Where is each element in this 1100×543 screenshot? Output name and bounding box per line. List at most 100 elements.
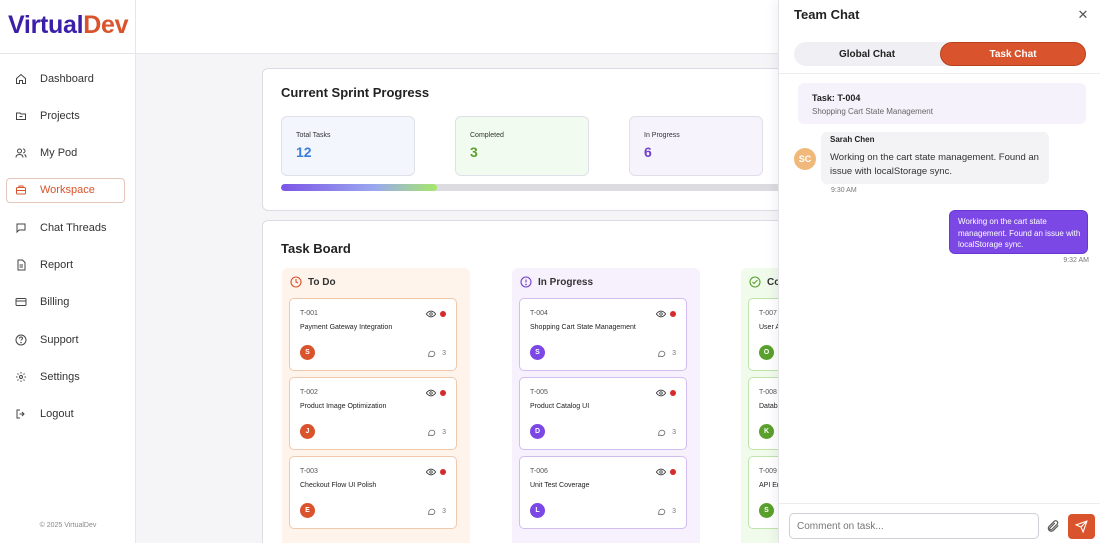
comment-count[interactable]: 3	[657, 349, 676, 358]
eye-icon[interactable]	[426, 389, 436, 397]
eye-icon[interactable]	[656, 389, 666, 397]
sidebar-item-support[interactable]: Support	[6, 327, 125, 352]
sidebar-item-label: Projects	[40, 109, 80, 122]
avatar: J	[300, 424, 315, 439]
briefcase-icon	[16, 185, 26, 195]
sidebar-item-billing[interactable]: Billing	[6, 290, 125, 315]
task-id: T-008	[759, 389, 777, 396]
comment-icon	[658, 350, 666, 357]
priority-dot	[440, 390, 446, 396]
sidebar-item-label: Dashboard	[40, 72, 94, 85]
comment-count[interactable]: 3	[427, 507, 446, 516]
comment-count-value: 3	[672, 350, 676, 357]
task-id: T-004	[530, 310, 548, 317]
tab-task-chat[interactable]: Task Chat	[940, 42, 1086, 66]
task-card[interactable]: T-006 Unit Test Coverage L 3	[519, 456, 687, 529]
home-icon	[16, 73, 26, 84]
comment-count[interactable]: 3	[657, 428, 676, 437]
column-header: To Do	[290, 276, 336, 288]
chat-tabs: Global Chat Task Chat	[794, 42, 1086, 66]
logout-label: Logout	[40, 408, 74, 421]
column-in-progress: In Progress T-004 Shopping Cart State Ma…	[512, 268, 700, 543]
priority-dot	[670, 390, 676, 396]
comment-count[interactable]: 3	[427, 428, 446, 437]
sidebar-nav: Dashboard Projects My Pod Workspace Chat…	[0, 54, 135, 427]
avatar: S	[530, 345, 545, 360]
message-time: 9:32 AM	[1063, 257, 1089, 264]
task-card[interactable]: T-004 Shopping Cart State Management S 3	[519, 298, 687, 371]
comment-count-value: 3	[672, 429, 676, 436]
paperclip-icon[interactable]	[1046, 518, 1060, 534]
outgoing-message: Working on the cart state management. Fo…	[949, 210, 1088, 254]
sidebar-item-settings[interactable]: Settings	[6, 364, 125, 389]
task-card[interactable]: T-003 Checkout Flow UI Polish E 3	[289, 456, 457, 529]
comment-count[interactable]: 3	[427, 349, 446, 358]
alert-circle-icon	[520, 276, 532, 288]
task-name: Shopping Cart State Management	[530, 324, 636, 331]
priority-dot	[440, 311, 446, 317]
sprint-title: Current Sprint Progress	[281, 85, 430, 100]
sidebar-item-label: Report	[40, 258, 74, 271]
sidebar-item-chat-threads[interactable]: Chat Threads	[6, 215, 125, 240]
eye-icon[interactable]	[426, 468, 436, 476]
sprint-progress-fill	[281, 184, 437, 191]
logo[interactable]: VirtualDev	[0, 0, 135, 54]
logout-button[interactable]: Logout	[6, 402, 125, 427]
comment-icon	[658, 508, 666, 515]
close-icon[interactable]: ✕	[1077, 7, 1089, 22]
users-icon	[15, 148, 27, 158]
eye-icon[interactable]	[656, 310, 666, 318]
task-card[interactable]: T-001 Payment Gateway Integration S 3	[289, 298, 457, 371]
comment-count-value: 3	[442, 350, 446, 357]
task-id: T-001	[300, 310, 318, 317]
gear-icon	[16, 371, 26, 382]
sidebar-item-workspace[interactable]: Workspace	[6, 177, 125, 203]
team-chat-panel: Team Chat ✕ Global Chat Task Chat Task: …	[778, 0, 1100, 543]
stat-label: Completed	[470, 132, 504, 139]
task-id: T-002	[300, 389, 318, 396]
stat-label: Total Tasks	[296, 132, 331, 139]
file-icon	[17, 259, 26, 271]
task-name: Product Image Optimization	[300, 403, 387, 410]
avatar: O	[759, 345, 774, 360]
message-text: Working on the cart state management. Fo…	[958, 217, 1081, 249]
send-icon	[1075, 520, 1088, 533]
send-button[interactable]	[1068, 514, 1095, 539]
top-header	[136, 0, 780, 54]
sidebar-item-projects[interactable]: Projects	[6, 103, 125, 128]
stat-value: 6	[644, 144, 652, 160]
sidebar-item-label: Support	[40, 333, 79, 346]
eye-icon[interactable]	[656, 468, 666, 476]
task-name: Unit Test Coverage	[530, 482, 590, 489]
task-card[interactable]: T-002 Product Image Optimization J 3	[289, 377, 457, 450]
comment-count[interactable]: 3	[657, 507, 676, 516]
chat-title: Team Chat	[794, 7, 860, 22]
column-to-do: To Do T-001 Payment Gateway Integration …	[282, 268, 470, 543]
avatar: L	[530, 503, 545, 518]
column-title: To Do	[308, 276, 336, 288]
task-reference-title: Task: T-004	[812, 93, 861, 103]
sidebar-item-my-pod[interactable]: My Pod	[6, 141, 125, 166]
task-reference: Task: T-004 Shopping Cart State Manageme…	[798, 83, 1086, 124]
tab-global-chat[interactable]: Global Chat	[838, 48, 896, 60]
comment-count-value: 3	[672, 508, 676, 515]
avatar: D	[530, 424, 545, 439]
task-id: T-006	[530, 468, 548, 475]
chat-icon	[16, 223, 26, 233]
priority-dot	[670, 469, 676, 475]
sidebar-item-report[interactable]: Report	[6, 252, 125, 277]
stat-value: 3	[470, 144, 478, 160]
check-circle-icon	[749, 276, 761, 288]
comment-count-value: 3	[442, 508, 446, 515]
task-card[interactable]: T-005 Product Catalog UI D 3	[519, 377, 687, 450]
help-icon	[15, 334, 27, 346]
comment-count-value: 3	[442, 429, 446, 436]
task-name: Checkout Flow UI Polish	[300, 482, 377, 489]
task-id: T-003	[300, 468, 318, 475]
clock-icon	[290, 276, 302, 288]
priority-dot	[440, 469, 446, 475]
eye-icon[interactable]	[426, 310, 436, 318]
sidebar-item-dashboard[interactable]: Dashboard	[6, 66, 125, 91]
comment-input[interactable]	[789, 513, 1039, 539]
task-id: T-005	[530, 389, 548, 396]
